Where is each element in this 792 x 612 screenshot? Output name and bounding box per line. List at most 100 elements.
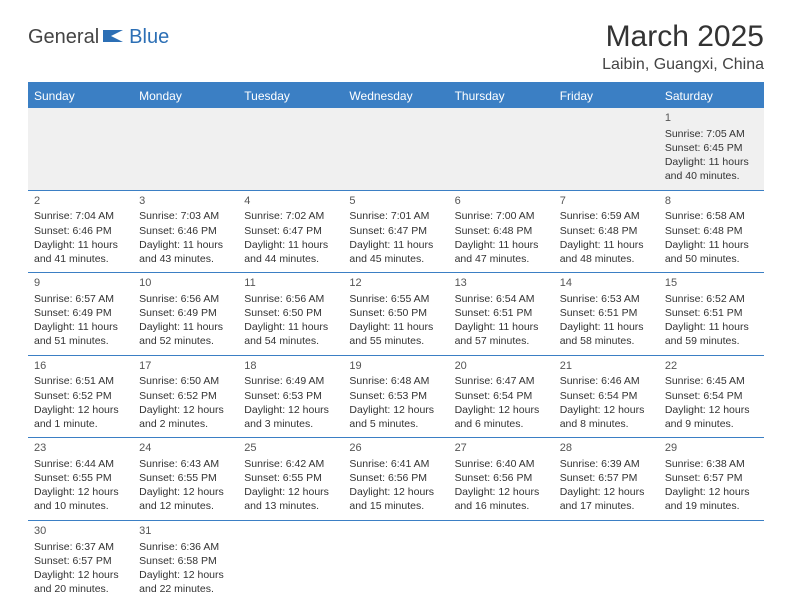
day-info-line: and 44 minutes. (244, 252, 337, 266)
calendar-cell: 30Sunrise: 6:37 AMSunset: 6:57 PMDayligh… (28, 520, 133, 602)
day-info-line: and 40 minutes. (665, 169, 758, 183)
calendar-cell: 22Sunrise: 6:45 AMSunset: 6:54 PMDayligh… (659, 355, 764, 438)
day-info-line: Sunset: 6:53 PM (244, 389, 337, 403)
day-info-line: Daylight: 11 hours (244, 238, 337, 252)
day-number: 14 (560, 276, 653, 291)
day-number: 29 (665, 441, 758, 456)
calendar-week: 2Sunrise: 7:04 AMSunset: 6:46 PMDaylight… (28, 190, 764, 273)
day-info-line: Daylight: 11 hours (665, 155, 758, 169)
calendar-cell: 26Sunrise: 6:41 AMSunset: 6:56 PMDayligh… (343, 438, 448, 521)
day-info-line: Sunset: 6:50 PM (244, 306, 337, 320)
day-info-line: Sunrise: 6:59 AM (560, 209, 653, 223)
calendar-cell: 25Sunrise: 6:42 AMSunset: 6:55 PMDayligh… (238, 438, 343, 521)
day-info-line: Sunrise: 6:57 AM (34, 292, 127, 306)
day-info-line: Sunrise: 6:38 AM (665, 457, 758, 471)
day-number: 20 (455, 359, 548, 374)
day-info-line: Sunrise: 6:40 AM (455, 457, 548, 471)
day-number: 1 (665, 111, 758, 126)
calendar-body: 1Sunrise: 7:05 AMSunset: 6:45 PMDaylight… (28, 108, 764, 602)
day-info-line: Sunrise: 6:37 AM (34, 540, 127, 554)
calendar-cell (659, 520, 764, 602)
calendar-cell (238, 108, 343, 190)
day-header: Thursday (449, 83, 554, 108)
day-info-line: Sunrise: 6:42 AM (244, 457, 337, 471)
day-number: 15 (665, 276, 758, 291)
calendar-cell: 3Sunrise: 7:03 AMSunset: 6:46 PMDaylight… (133, 190, 238, 273)
day-header: Wednesday (343, 83, 448, 108)
day-info-line: Sunset: 6:46 PM (34, 224, 127, 238)
day-info-line: Sunset: 6:48 PM (665, 224, 758, 238)
day-number: 30 (34, 524, 127, 539)
day-info-line: and 16 minutes. (455, 499, 548, 513)
day-info-line: Daylight: 11 hours (455, 238, 548, 252)
day-number: 5 (349, 194, 442, 209)
day-info-line: and 1 minute. (34, 417, 127, 431)
day-info-line: Sunrise: 6:55 AM (349, 292, 442, 306)
day-info-line: Daylight: 12 hours (244, 403, 337, 417)
day-number: 19 (349, 359, 442, 374)
day-info-line: Sunrise: 7:00 AM (455, 209, 548, 223)
calendar-cell: 24Sunrise: 6:43 AMSunset: 6:55 PMDayligh… (133, 438, 238, 521)
day-info-line: and 22 minutes. (139, 582, 232, 596)
day-header: Sunday (28, 83, 133, 108)
day-info-line: Daylight: 11 hours (560, 320, 653, 334)
calendar-cell (133, 108, 238, 190)
day-info-line: and 5 minutes. (349, 417, 442, 431)
day-number: 21 (560, 359, 653, 374)
day-info-line: and 3 minutes. (244, 417, 337, 431)
day-info-line: Daylight: 12 hours (560, 485, 653, 499)
day-info-line: Daylight: 12 hours (139, 485, 232, 499)
day-info-line: Sunset: 6:56 PM (455, 471, 548, 485)
day-info-line: and 52 minutes. (139, 334, 232, 348)
calendar-cell: 10Sunrise: 6:56 AMSunset: 6:49 PMDayligh… (133, 273, 238, 356)
calendar-cell: 8Sunrise: 6:58 AMSunset: 6:48 PMDaylight… (659, 190, 764, 273)
calendar-cell: 13Sunrise: 6:54 AMSunset: 6:51 PMDayligh… (449, 273, 554, 356)
day-info-line: Daylight: 12 hours (455, 403, 548, 417)
day-info-line: Sunset: 6:45 PM (665, 141, 758, 155)
day-info-line: Daylight: 12 hours (665, 485, 758, 499)
calendar-cell (554, 108, 659, 190)
day-info-line: Sunset: 6:52 PM (139, 389, 232, 403)
day-info-line: and 58 minutes. (560, 334, 653, 348)
day-number: 25 (244, 441, 337, 456)
day-info-line: Sunrise: 7:02 AM (244, 209, 337, 223)
calendar-cell: 4Sunrise: 7:02 AMSunset: 6:47 PMDaylight… (238, 190, 343, 273)
calendar-week: 1Sunrise: 7:05 AMSunset: 6:45 PMDaylight… (28, 108, 764, 190)
day-info-line: and 8 minutes. (560, 417, 653, 431)
day-number: 24 (139, 441, 232, 456)
day-number: 8 (665, 194, 758, 209)
day-info-line: Sunrise: 6:58 AM (665, 209, 758, 223)
day-info-line: and 41 minutes. (34, 252, 127, 266)
day-info-line: and 2 minutes. (139, 417, 232, 431)
day-number: 23 (34, 441, 127, 456)
day-info-line: and 12 minutes. (139, 499, 232, 513)
day-info-line: Sunrise: 6:49 AM (244, 374, 337, 388)
day-info-line: Sunset: 6:57 PM (560, 471, 653, 485)
day-number: 13 (455, 276, 548, 291)
day-info-line: and 6 minutes. (455, 417, 548, 431)
calendar-cell: 11Sunrise: 6:56 AMSunset: 6:50 PMDayligh… (238, 273, 343, 356)
day-info-line: and 19 minutes. (665, 499, 758, 513)
day-info-line: Sunset: 6:52 PM (34, 389, 127, 403)
day-header: Tuesday (238, 83, 343, 108)
calendar-cell: 15Sunrise: 6:52 AMSunset: 6:51 PMDayligh… (659, 273, 764, 356)
day-info-line: Daylight: 11 hours (349, 238, 442, 252)
day-header: Monday (133, 83, 238, 108)
day-info-line: Daylight: 11 hours (665, 320, 758, 334)
day-info-line: Sunset: 6:51 PM (455, 306, 548, 320)
calendar-cell: 7Sunrise: 6:59 AMSunset: 6:48 PMDaylight… (554, 190, 659, 273)
day-info-line: Daylight: 11 hours (34, 320, 127, 334)
day-info-line: and 59 minutes. (665, 334, 758, 348)
day-number: 6 (455, 194, 548, 209)
day-info-line: Sunrise: 6:54 AM (455, 292, 548, 306)
calendar-cell (449, 520, 554, 602)
day-info-line: Sunset: 6:51 PM (665, 306, 758, 320)
day-info-line: Daylight: 12 hours (139, 568, 232, 582)
day-info-line: Sunset: 6:54 PM (665, 389, 758, 403)
calendar-cell (28, 108, 133, 190)
day-info-line: Sunset: 6:54 PM (455, 389, 548, 403)
day-number: 18 (244, 359, 337, 374)
calendar-cell: 21Sunrise: 6:46 AMSunset: 6:54 PMDayligh… (554, 355, 659, 438)
day-info-line: Sunrise: 6:41 AM (349, 457, 442, 471)
logo: General Blue (28, 26, 169, 49)
